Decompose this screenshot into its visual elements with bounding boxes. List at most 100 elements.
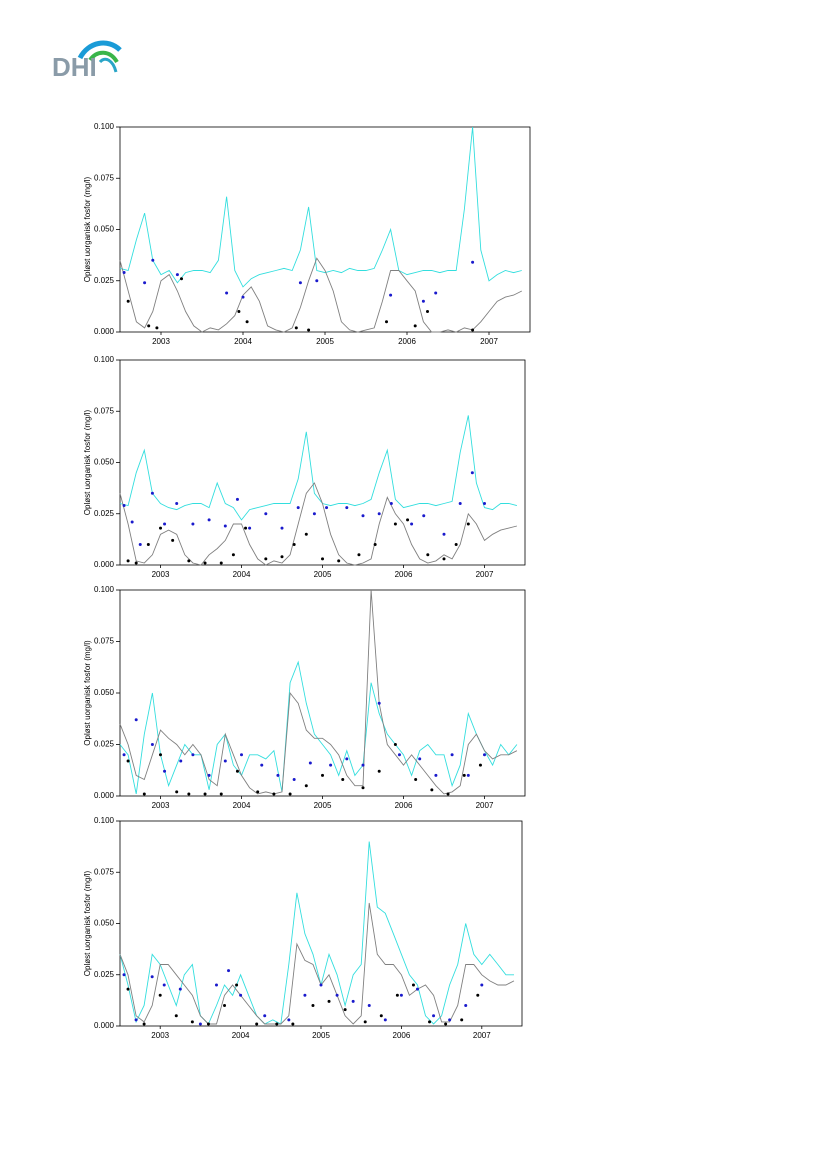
data-point bbox=[130, 520, 134, 524]
data-point bbox=[171, 538, 175, 542]
y-tick-label: 0.075 bbox=[94, 406, 115, 415]
data-point bbox=[122, 271, 126, 275]
data-point bbox=[235, 983, 239, 987]
series-line bbox=[119, 660, 518, 794]
x-tick-label: 2003 bbox=[152, 801, 170, 810]
data-point bbox=[235, 769, 239, 773]
data-point bbox=[287, 1018, 291, 1022]
data-point bbox=[163, 522, 167, 526]
y-tick-label: 0.050 bbox=[94, 458, 115, 467]
data-point bbox=[159, 526, 162, 530]
y-tick-label: 0.100 bbox=[94, 816, 115, 825]
data-point bbox=[341, 778, 345, 782]
data-point bbox=[426, 553, 430, 557]
data-point bbox=[155, 326, 159, 330]
x-tick-label: 2005 bbox=[314, 570, 332, 579]
x-tick-label: 2007 bbox=[473, 1031, 491, 1040]
data-point bbox=[446, 792, 450, 796]
series-line bbox=[119, 415, 518, 521]
x-tick-label: 2006 bbox=[398, 337, 416, 346]
plot-area bbox=[119, 589, 526, 797]
data-point bbox=[219, 792, 223, 796]
data-point bbox=[225, 291, 229, 295]
data-point bbox=[325, 506, 329, 510]
data-point bbox=[191, 522, 195, 526]
x-tick-label: 2007 bbox=[476, 801, 494, 810]
data-point bbox=[237, 310, 241, 313]
data-point bbox=[470, 471, 474, 475]
data-point bbox=[395, 993, 399, 997]
plot-area bbox=[119, 359, 526, 566]
x-tick-label: 2006 bbox=[395, 570, 413, 579]
data-point bbox=[483, 502, 486, 505]
logo-swirl bbox=[88, 50, 119, 64]
y-axis-label: Opløst uorganisk fosfor (mg/l) bbox=[83, 409, 92, 515]
data-point bbox=[471, 328, 475, 332]
data-point bbox=[150, 975, 154, 979]
data-point bbox=[480, 983, 484, 987]
data-point bbox=[260, 763, 264, 767]
logo-text: DHI bbox=[52, 52, 97, 82]
data-point bbox=[303, 993, 307, 997]
data-point bbox=[460, 1018, 464, 1022]
data-point bbox=[206, 1022, 210, 1026]
series-line bbox=[119, 902, 515, 1025]
data-point bbox=[304, 784, 308, 788]
x-tick-label: 2005 bbox=[312, 1031, 330, 1040]
data-point bbox=[227, 969, 231, 973]
data-point bbox=[240, 753, 243, 757]
y-tick-label: 0.050 bbox=[94, 688, 115, 697]
data-point bbox=[471, 260, 475, 264]
series-line bbox=[119, 482, 518, 566]
y-tick-label: 0.050 bbox=[94, 225, 115, 234]
data-point bbox=[466, 522, 470, 526]
data-point bbox=[241, 295, 245, 299]
data-point bbox=[296, 506, 300, 510]
data-point bbox=[191, 753, 195, 757]
data-point bbox=[379, 1014, 383, 1018]
data-point bbox=[207, 518, 211, 522]
data-point bbox=[175, 273, 179, 277]
data-point bbox=[126, 759, 130, 763]
data-point bbox=[280, 526, 284, 530]
data-point bbox=[319, 983, 323, 987]
data-point bbox=[345, 757, 349, 761]
data-point bbox=[244, 526, 248, 530]
data-point bbox=[158, 993, 162, 997]
x-tick-label: 2007 bbox=[476, 570, 494, 579]
y-tick-label: 0.000 bbox=[94, 327, 115, 336]
data-point bbox=[361, 514, 365, 518]
data-point bbox=[291, 1022, 295, 1026]
data-point bbox=[399, 993, 403, 997]
data-point bbox=[151, 258, 155, 262]
data-point bbox=[198, 1022, 202, 1026]
data-point bbox=[307, 328, 311, 332]
y-tick-label: 0.000 bbox=[94, 1021, 115, 1030]
data-point bbox=[256, 790, 260, 794]
data-point bbox=[450, 753, 454, 757]
data-point bbox=[411, 983, 415, 987]
data-point bbox=[421, 299, 425, 303]
data-point bbox=[312, 512, 316, 516]
plot-area bbox=[119, 820, 523, 1027]
data-point bbox=[276, 773, 280, 777]
logo-swirl bbox=[77, 40, 122, 60]
data-point bbox=[174, 1014, 178, 1018]
data-point bbox=[351, 999, 355, 1003]
data-point bbox=[321, 773, 324, 777]
data-point bbox=[476, 993, 480, 997]
data-point bbox=[383, 1018, 387, 1022]
data-point bbox=[219, 561, 223, 565]
data-point bbox=[418, 757, 422, 761]
y-tick-label: 0.075 bbox=[94, 637, 115, 646]
y-axis-label: Opløst uorganisk fosfor (mg/l) bbox=[83, 640, 92, 746]
data-point bbox=[311, 1004, 315, 1007]
data-point bbox=[272, 792, 276, 796]
data-point bbox=[298, 281, 302, 285]
data-point bbox=[264, 512, 268, 516]
data-point bbox=[385, 320, 388, 324]
data-point bbox=[327, 999, 331, 1003]
x-tick-label: 2004 bbox=[233, 570, 251, 579]
chart: 0.000 0.025 0.050 0.075 0.100 2003 2004 2005 200… bbox=[83, 816, 523, 1040]
